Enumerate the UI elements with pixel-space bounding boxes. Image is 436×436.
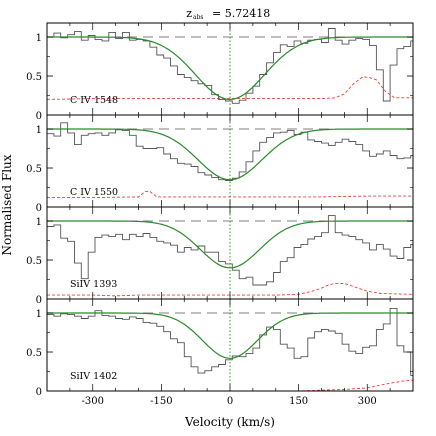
- x-tick-label: -300: [82, 396, 104, 407]
- x-tick-label: 0: [227, 396, 233, 407]
- y-tick-label: 1: [36, 217, 42, 228]
- y-tick-label: 0: [36, 203, 42, 214]
- y-tick-label: 0: [36, 111, 42, 122]
- error-spectrum: [47, 190, 413, 199]
- error-spectrum: [47, 282, 413, 297]
- fit-curve: [47, 128, 413, 181]
- x-tick-label: 300: [358, 396, 377, 407]
- y-tick-label: 0.5: [26, 164, 42, 175]
- fit-curve: [47, 312, 413, 359]
- y-tick-label: 1: [36, 309, 42, 320]
- y-tick-label: 1: [36, 125, 42, 136]
- flux-histogram: [47, 28, 413, 104]
- x-tick-label: -150: [150, 396, 172, 407]
- title-value: = 5.72418: [212, 7, 270, 20]
- y-tick-label: 0: [36, 295, 42, 306]
- y-tick-label: 0.5: [26, 348, 42, 359]
- fit-curve: [47, 36, 413, 101]
- flux-histogram: [47, 122, 413, 181]
- error-spectrum: [47, 379, 413, 391]
- ion-label: C IV 1548: [70, 95, 118, 106]
- y-tick-label: 1: [36, 33, 42, 44]
- panels-group: 0 0.5 1 C IV 1548 0 0.5 1 C IV 1550 0 0.5 1 SiIV 13…: [26, 22, 414, 407]
- y-tick-label: 0: [36, 387, 42, 398]
- ion-label: SiIV 1393: [70, 279, 117, 290]
- ion-label: SiIV 1402: [70, 371, 117, 382]
- title-subscript: abs: [193, 14, 204, 21]
- flux-histogram: [47, 307, 413, 376]
- y-axis-label: Normalised Flux: [0, 154, 14, 255]
- x-tick-label: 150: [289, 396, 308, 407]
- title-z: z: [186, 7, 192, 20]
- ion-label: C IV 1550: [70, 187, 118, 198]
- flux-histogram: [47, 215, 413, 286]
- x-axis-label: Velocity (km/s): [184, 415, 275, 429]
- y-tick-label: 0.5: [26, 72, 42, 83]
- y-tick-label: 0.5: [26, 256, 42, 267]
